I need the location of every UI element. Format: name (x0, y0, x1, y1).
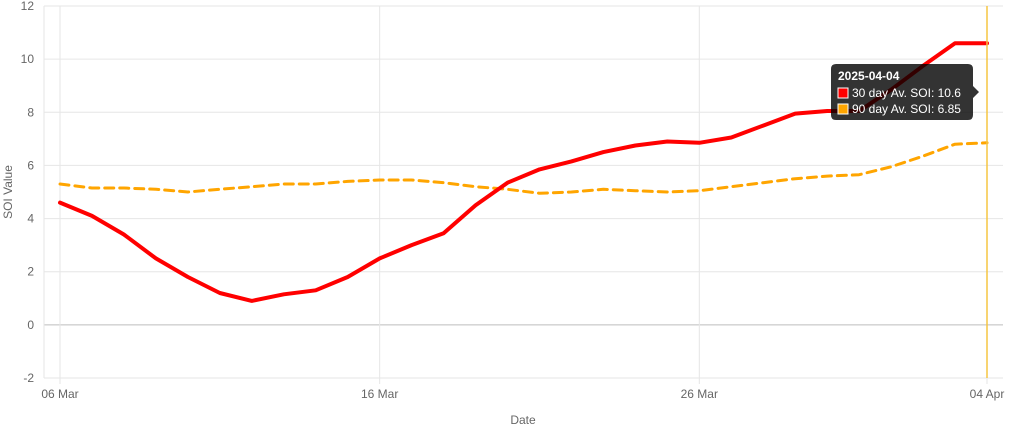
y-tick-label: 12 (21, 0, 35, 13)
y-tick-label: 0 (27, 318, 34, 332)
y-axis-ticks: -2 0 2 4 6 8 10 12 (21, 0, 35, 385)
series-line-90-day-av-soi (58, 141, 989, 195)
y-tick-label: 2 (27, 265, 34, 279)
tooltip-swatch-90-day (837, 103, 849, 115)
x-tick-label: 26 Mar (681, 387, 718, 401)
tooltip-background (831, 64, 979, 120)
y-tick-label: 4 (27, 212, 34, 226)
chart-tooltip: 2025-04-04 30 day Av. SOI: 10.6 90 day A… (831, 64, 979, 120)
y-tick-label: 6 (27, 158, 34, 172)
x-axis-title: Date (510, 413, 536, 427)
y-tick-label: 10 (21, 52, 35, 66)
y-tick-label: 8 (27, 105, 34, 119)
x-tick-label: 16 Mar (361, 387, 398, 401)
chart-grid (43, 5, 1003, 384)
y-axis-title: SOI Value (1, 165, 15, 219)
tooltip-line-90-day: 90 day Av. SOI: 6.85 (852, 102, 961, 116)
y-tick-label: -2 (23, 371, 34, 385)
tooltip-title: 2025-04-04 (838, 69, 900, 83)
tooltip-line-30-day: 30 day Av. SOI: 10.6 (852, 86, 961, 100)
tooltip-swatch-30-day (837, 87, 849, 99)
x-tick-label: 06 Mar (41, 387, 78, 401)
x-tick-label: 04 Apr (970, 387, 1005, 401)
x-axis-ticks: 06 Mar 16 Mar 26 Mar 04 Apr (41, 387, 1004, 401)
